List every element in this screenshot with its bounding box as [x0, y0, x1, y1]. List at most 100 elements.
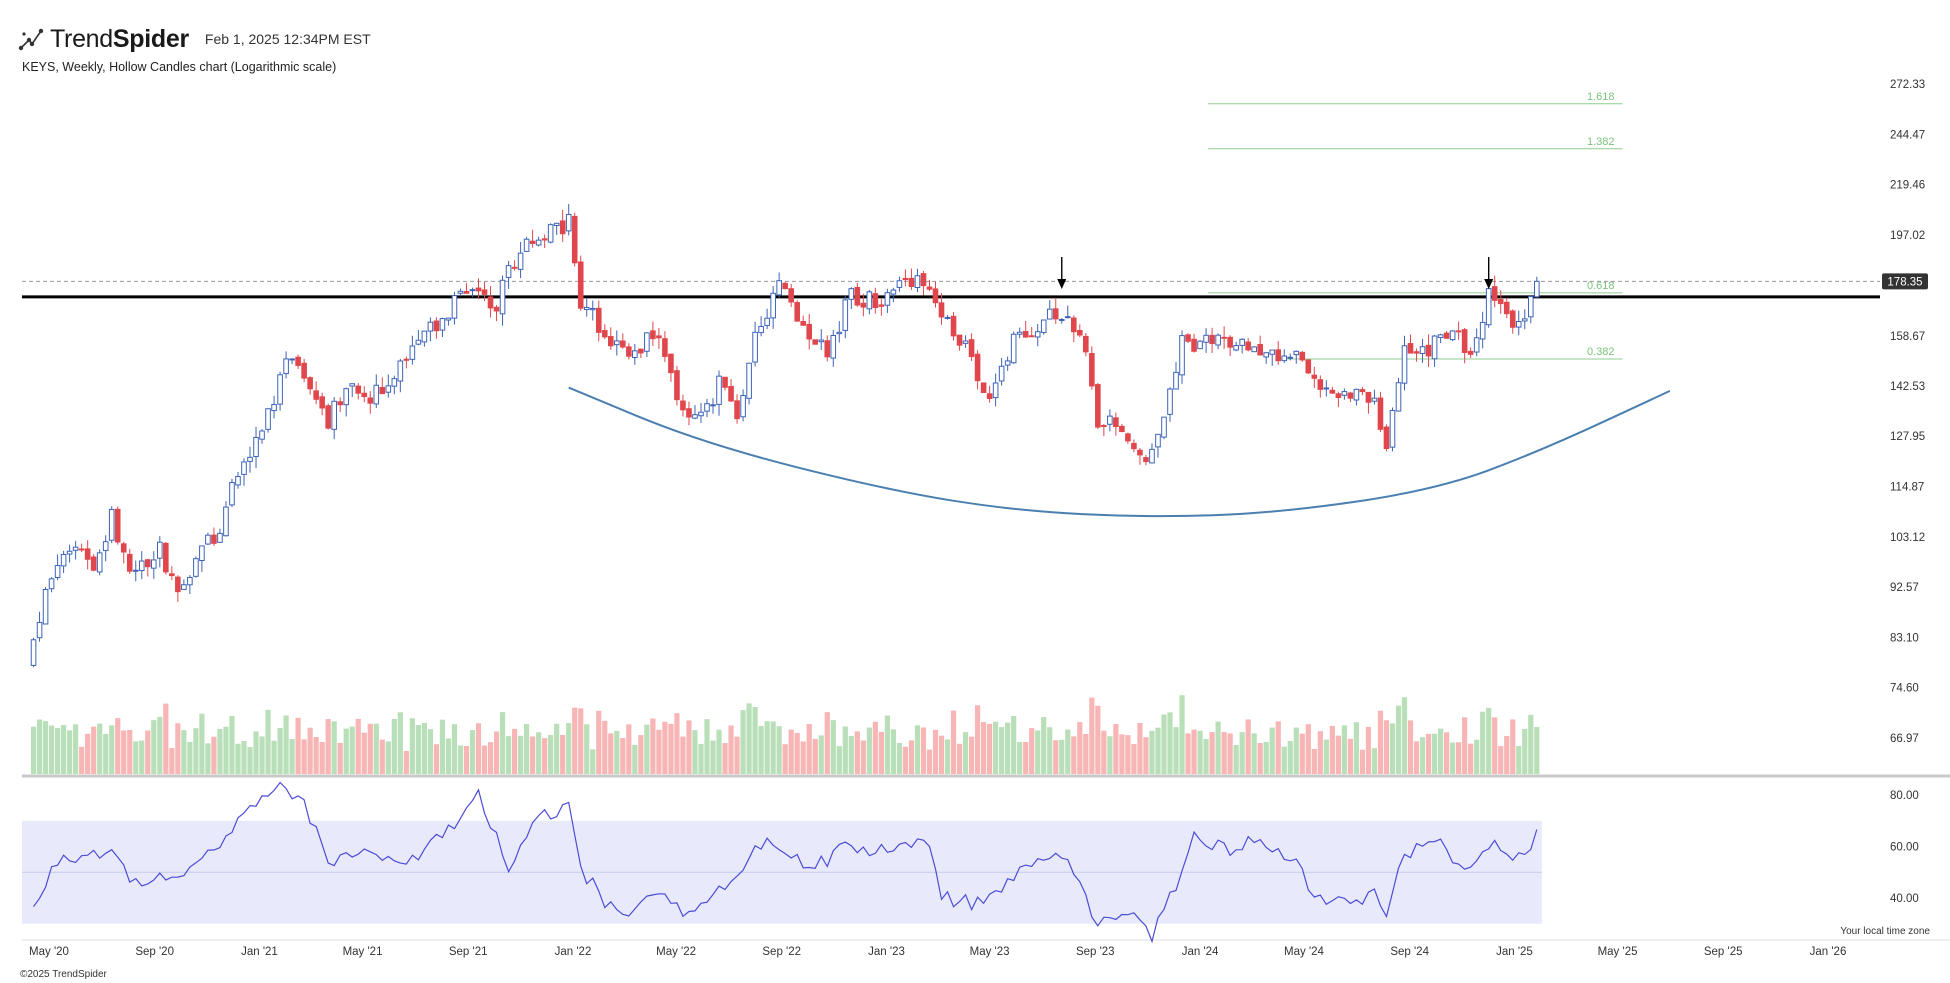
candle-body — [1167, 388, 1173, 415]
candle-body — [1341, 391, 1348, 396]
volume-bar — [926, 749, 933, 774]
candle-body — [1335, 393, 1342, 399]
candle-body — [1317, 379, 1324, 390]
volume-bar — [1371, 748, 1378, 774]
candle — [301, 358, 307, 383]
volume-bar — [1251, 733, 1257, 774]
candle — [1004, 356, 1011, 371]
candle-body — [481, 289, 488, 295]
candle — [529, 229, 536, 248]
candle-body — [193, 558, 199, 577]
candle — [668, 353, 674, 382]
candle-body — [1347, 392, 1354, 399]
candle — [289, 358, 295, 365]
volume-bar — [1221, 732, 1227, 774]
candle — [120, 541, 127, 564]
volume-bar — [914, 725, 921, 774]
candle-body — [523, 238, 530, 252]
candle-body — [457, 290, 464, 294]
candle — [968, 333, 975, 361]
volume-bar — [259, 736, 265, 774]
volume-bar — [1462, 717, 1468, 774]
candle — [595, 300, 602, 342]
candle — [319, 392, 325, 416]
candle-body — [54, 565, 61, 579]
candle — [379, 377, 386, 395]
volume-bar — [421, 722, 427, 774]
candle-body — [1359, 389, 1366, 393]
price-tick-label: 158.67 — [1890, 331, 1925, 343]
candle — [1101, 424, 1107, 437]
candle-body — [866, 291, 873, 310]
candle-body — [818, 339, 825, 343]
price-tick-label: 103.12 — [1890, 532, 1925, 544]
candle-body — [1107, 415, 1113, 425]
candle-body — [1004, 360, 1011, 366]
candle — [710, 398, 716, 414]
candle — [325, 403, 331, 430]
volume-bar — [61, 725, 67, 774]
candle-body — [1467, 350, 1474, 355]
candle — [704, 398, 710, 418]
volume-bar — [295, 717, 301, 774]
candle — [1070, 315, 1077, 343]
candle-body — [325, 405, 331, 429]
date-tick-label: Sep '20 — [135, 946, 174, 958]
candle — [1221, 326, 1227, 349]
candle-body — [253, 436, 259, 458]
volume-bar — [836, 746, 842, 774]
candle — [193, 556, 199, 578]
candle — [842, 295, 849, 339]
volume-bar — [1419, 737, 1426, 774]
candle — [728, 378, 734, 403]
candle-body — [902, 277, 909, 281]
candle-body — [626, 346, 632, 357]
candle — [589, 300, 596, 321]
candle-body — [90, 556, 97, 571]
reference-lines-layer — [22, 280, 1880, 299]
volume-bar — [800, 741, 806, 774]
candle — [403, 356, 410, 369]
price-tick-label: 127.95 — [1890, 431, 1925, 443]
volume-bar — [469, 730, 476, 774]
volume-bar — [1239, 732, 1245, 774]
candle — [800, 315, 807, 326]
candle — [1251, 346, 1257, 353]
volume-bar — [1335, 735, 1341, 774]
volume-bar — [1510, 719, 1516, 774]
volume-bar — [1534, 727, 1540, 774]
candle-body — [595, 307, 602, 333]
candle — [433, 317, 440, 339]
candle — [96, 549, 103, 576]
volume-bar — [127, 729, 133, 774]
candle-body — [1227, 336, 1233, 348]
volume-bar — [999, 727, 1005, 774]
price-tick-label: 272.33 — [1890, 79, 1925, 91]
candle — [84, 540, 91, 570]
candle — [247, 446, 253, 473]
candle — [150, 551, 157, 579]
candle-body — [920, 273, 927, 287]
candle-body — [836, 331, 843, 335]
volume-bar — [848, 736, 854, 774]
candle — [872, 287, 879, 314]
volume-bar — [1053, 740, 1059, 774]
candle-body — [974, 353, 981, 382]
candle-body — [1305, 359, 1312, 374]
candle-body — [824, 340, 831, 358]
volume-bar — [812, 738, 818, 774]
volume-bar — [1504, 735, 1510, 774]
candle — [361, 386, 368, 403]
candle — [824, 335, 831, 362]
volume-bar — [1173, 727, 1179, 774]
volume-bar — [1522, 728, 1528, 774]
candle-body — [914, 275, 921, 289]
candle — [836, 321, 843, 343]
volume-bar — [1197, 730, 1203, 774]
candle-body — [1077, 329, 1083, 336]
candle-body — [932, 288, 939, 304]
candle-body — [1527, 296, 1534, 318]
candle — [343, 387, 350, 417]
candle — [1058, 317, 1065, 324]
